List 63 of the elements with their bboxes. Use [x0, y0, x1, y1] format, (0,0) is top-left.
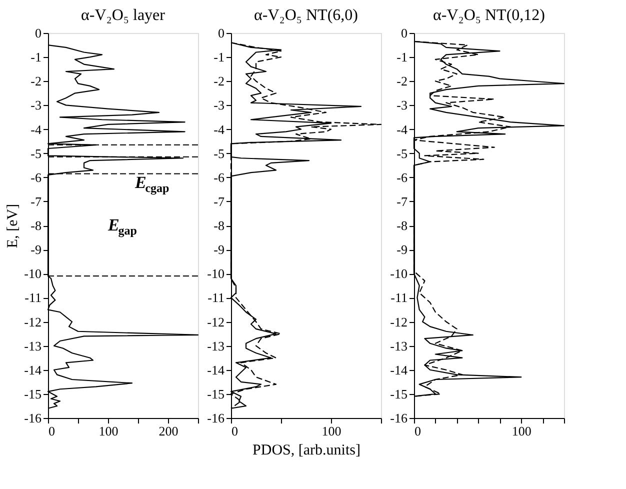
y-tick-label: 0: [35, 26, 42, 40]
x-tick-label: 0: [414, 424, 421, 438]
y-tick-label: -4: [214, 122, 225, 137]
y-tick-label: -10: [207, 266, 224, 282]
y-tick-label: -10: [390, 266, 408, 282]
y-tick-label: -6: [396, 170, 408, 185]
x-tick-label: 0: [48, 424, 55, 438]
x-tick-label: 100: [512, 424, 532, 438]
y-tick-label: -16: [207, 410, 225, 426]
x-tick-label: 100: [98, 424, 118, 438]
y-tick-label: -4: [396, 122, 408, 137]
y-tick-label: -2: [214, 74, 224, 89]
y-tick-label: -9: [214, 242, 224, 258]
y-tick-label: -8: [396, 218, 408, 233]
y-tick-label: -13: [24, 338, 42, 354]
y-tick-label: -3: [396, 98, 408, 113]
y-tick-label: -7: [214, 194, 225, 209]
y-tick-label: -2: [396, 74, 408, 89]
y-tick-label: -5: [396, 146, 408, 161]
y-tick-label: -2: [30, 74, 42, 89]
y-tick-label: -14: [207, 362, 225, 378]
y-tick-label: -13: [207, 338, 224, 354]
y-tick-label: -10: [24, 266, 42, 282]
chart-title: α-V₂O₅ NT(6,0): [254, 7, 358, 24]
y-tick-label: -4: [30, 122, 42, 137]
y-tick-label: -7: [30, 194, 42, 209]
y-tick-label: -11: [24, 290, 42, 306]
y-tick-label: -3: [30, 98, 42, 113]
y-tick-label: -11: [390, 290, 408, 306]
x-axis-title: PDOS, [arb.units]: [252, 442, 360, 458]
y-tick-label: -14: [390, 362, 408, 378]
y-tick-label: -5: [30, 146, 42, 161]
chart-title: α-V₂O₅ NT(0,12): [433, 7, 545, 24]
y-tick-label: -1: [396, 50, 408, 65]
y-tick-label: -13: [390, 338, 408, 354]
y-tick-label: -14: [24, 362, 42, 378]
y-axis-title: E, [eV]: [5, 204, 22, 248]
y-tick-label: -9: [30, 242, 42, 258]
chart-title: α-V₂O₅ layer: [81, 7, 166, 24]
y-tick-label: -15: [24, 386, 42, 402]
x-tick-label: 0: [232, 424, 238, 438]
y-tick-label: -16: [390, 410, 408, 426]
y-tick-label: -1: [30, 50, 42, 65]
y-tick-label: -12: [24, 314, 42, 330]
y-tick-label: 0: [401, 26, 408, 40]
y-tick-label: -15: [390, 386, 408, 402]
y-tick-label: -12: [207, 314, 224, 330]
x-tick-label: 200: [158, 424, 178, 438]
y-tick-label: -1: [214, 50, 224, 65]
y-tick-label: -9: [396, 242, 408, 258]
y-tick-label: -12: [390, 314, 408, 330]
y-tick-label: -5: [214, 146, 224, 161]
y-tick-label: -15: [207, 386, 224, 402]
y-tick-label: -6: [30, 170, 42, 185]
y-tick-label: -7: [396, 194, 408, 209]
y-tick-label: -16: [24, 410, 42, 426]
y-tick-label: -6: [214, 170, 225, 185]
y-tick-label: -11: [208, 290, 224, 306]
y-tick-label: 0: [218, 26, 224, 40]
y-tick-label: -8: [30, 218, 42, 233]
y-tick-label: -8: [214, 218, 224, 233]
x-tick-label: 100: [322, 424, 342, 438]
y-tick-label: -3: [214, 98, 224, 113]
